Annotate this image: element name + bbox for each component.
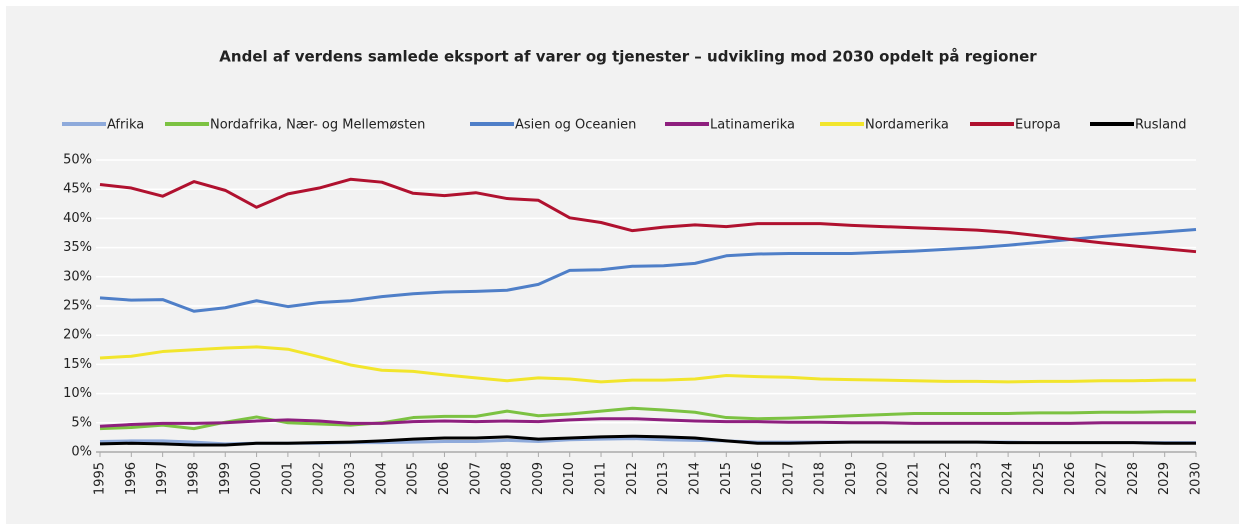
series-line [99,228,1197,313]
series-line [99,434,1196,447]
legend-label: Europa [1015,118,1061,133]
y-tick-label: 5% [71,415,92,430]
series-line [99,345,1196,384]
y-tick-label: 20% [63,328,92,343]
x-tick-label: 2012 [625,462,640,495]
legend-label: Nordafrika, Nær- og Mellemøsten [210,118,425,133]
x-tick-label: 2030 [1189,462,1204,495]
legend-label: Latinamerika [710,118,795,133]
x-tick-label: 2000 [249,462,264,495]
y-tick-label: 25% [63,299,92,314]
y-tick-label: 45% [63,182,92,197]
x-tick-label: 2002 [312,462,327,495]
legend-label: Nordamerika [865,118,949,133]
series-line [99,406,1196,431]
x-tick-label: 1995 [93,462,108,495]
x-tick-label: 1996 [124,462,139,495]
x-tick-label: 2009 [531,462,546,495]
series-line [99,417,1196,428]
x-tick-label: 2023 [969,462,984,495]
x-tick-label: 2022 [938,462,953,495]
x-tick-label: 2028 [1126,462,1141,495]
legend-label: Rusland [1135,118,1187,133]
x-tick-label: 2007 [468,462,483,495]
x-tick-label: 2018 [813,462,828,495]
x-tick-label: 2016 [750,462,765,495]
chart-title: Andel af verdens samlede eksport af vare… [219,48,1037,66]
x-tick-label: 2001 [280,462,295,495]
x-tick-label: 2026 [1063,462,1078,495]
x-tick-label: 2003 [343,462,358,495]
x-tick-label: 2010 [562,462,577,495]
x-tick-label: 1999 [218,462,233,495]
x-tick-label: 2005 [406,462,421,495]
x-tick-label: 2027 [1095,462,1110,495]
legend-label: Afrika [107,118,144,133]
x-tick-label: 2025 [1032,462,1047,495]
x-tick-label: 2029 [1157,462,1172,495]
x-tick-label: 2013 [656,462,671,495]
x-tick-label: 2015 [719,462,734,495]
x-tick-label: 1998 [186,462,201,495]
y-tick-label: 10% [63,386,92,401]
x-tick-label: 2017 [781,462,796,495]
y-tick-label: 35% [63,240,92,255]
x-tick-label: 1997 [155,462,170,495]
series-line [99,177,1197,254]
legend-label: Asien og Oceanien [515,118,636,133]
x-tick-label: 2021 [907,462,922,495]
x-tick-label: 2024 [1001,462,1016,495]
y-tick-label: 40% [63,211,92,226]
y-tick-label: 0% [71,445,92,460]
x-tick-label: 2011 [594,462,609,495]
y-tick-label: 50% [63,153,92,168]
y-tick-label: 15% [63,357,92,372]
x-tick-label: 2020 [875,462,890,495]
x-tick-label: 2008 [500,462,515,495]
x-tick-label: 2004 [374,462,389,495]
x-tick-label: 2006 [437,462,452,495]
x-tick-label: 2019 [844,462,859,495]
y-tick-label: 30% [63,269,92,284]
x-tick-label: 2014 [687,462,702,495]
